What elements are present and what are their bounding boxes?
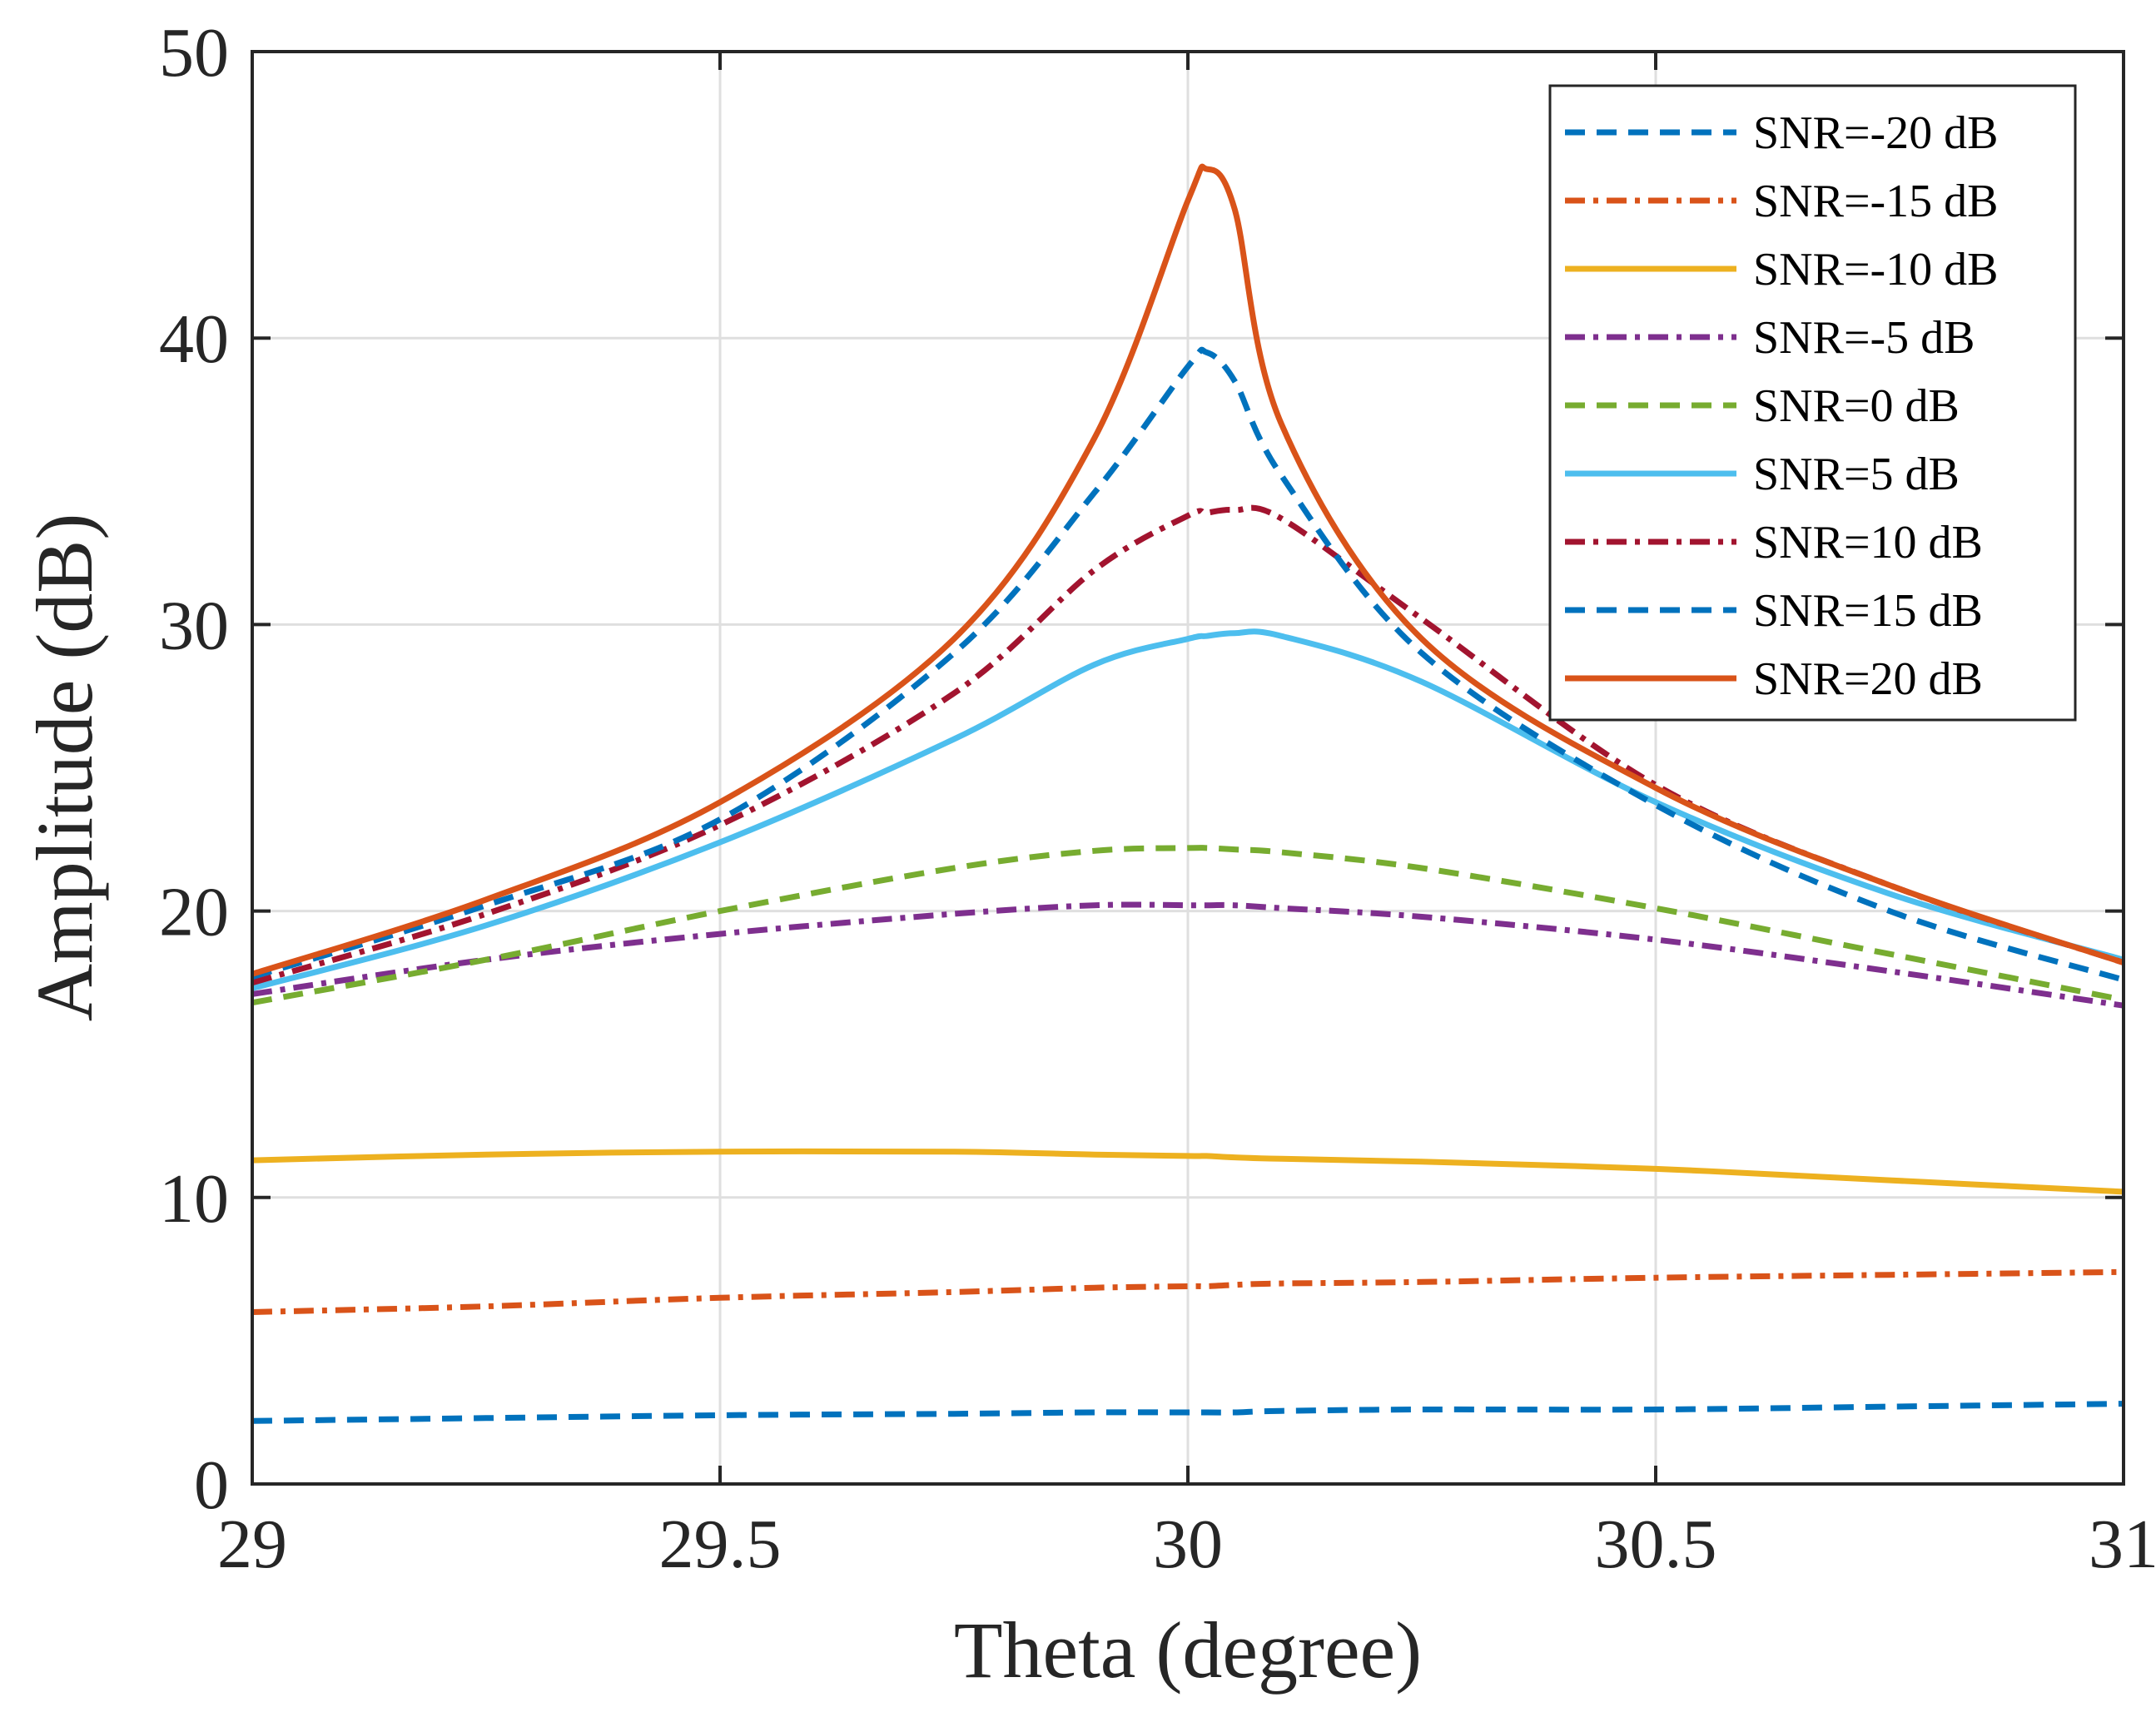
axis-ticks — [251, 50, 2125, 1486]
series-line-4 — [251, 901, 2124, 1009]
y-tick-labels: 0 10 20 30 40 50 — [159, 14, 229, 1524]
y-axis-label: Amplitude (dB) — [20, 514, 109, 1022]
x-tick-label: 30.5 — [1595, 1506, 1717, 1583]
series-line-2 — [251, 1268, 2124, 1315]
series-line-5 — [251, 845, 2124, 1006]
legend: SNR=-20 dB SNR=-15 dB SNR=-10 dB SNR=-5 dB S… — [1548, 84, 2077, 722]
series-line-3 — [251, 1148, 2124, 1195]
legend-entry-label: SNR=-20 dB — [1753, 107, 1999, 159]
legend-entry-label: SNR=-10 dB — [1753, 244, 1999, 295]
x-tick-label: 31 — [2089, 1506, 2156, 1583]
legend-entry-label: SNR=15 dB — [1753, 585, 1983, 637]
x-axis-label: Theta (degree) — [954, 1605, 1422, 1695]
y-tick-label: 30 — [159, 587, 229, 664]
x-tick-label: 29.5 — [659, 1506, 782, 1583]
y-tick-label: 0 — [194, 1447, 229, 1524]
series-line-6 — [251, 628, 2124, 991]
x-tick-label: 29 — [217, 1506, 287, 1583]
legend-entry-label: SNR=20 dB — [1753, 653, 1983, 705]
series-line-9 — [251, 163, 2125, 977]
legend-entry-label: SNR=5 dB — [1753, 449, 1960, 500]
series-line-8 — [251, 346, 2124, 983]
series-lines — [251, 163, 2125, 1424]
legend-entry-label: SNR=-15 dB — [1753, 176, 1999, 227]
y-tick-label: 40 — [159, 300, 229, 378]
legend-entry-label: SNR=0 dB — [1753, 380, 1960, 432]
y-tick-label: 10 — [159, 1160, 229, 1238]
legend-entry-label: SNR=10 dB — [1753, 517, 1983, 568]
y-tick-label: 50 — [159, 14, 229, 92]
y-tick-label: 20 — [159, 874, 229, 951]
x-tick-label: 30 — [1153, 1506, 1223, 1583]
legend-entry-label: SNR=-5 dB — [1753, 312, 1975, 364]
series-line-1 — [251, 1401, 2124, 1424]
x-tick-labels: 29 29.5 30 30.5 31 — [217, 1506, 2156, 1583]
